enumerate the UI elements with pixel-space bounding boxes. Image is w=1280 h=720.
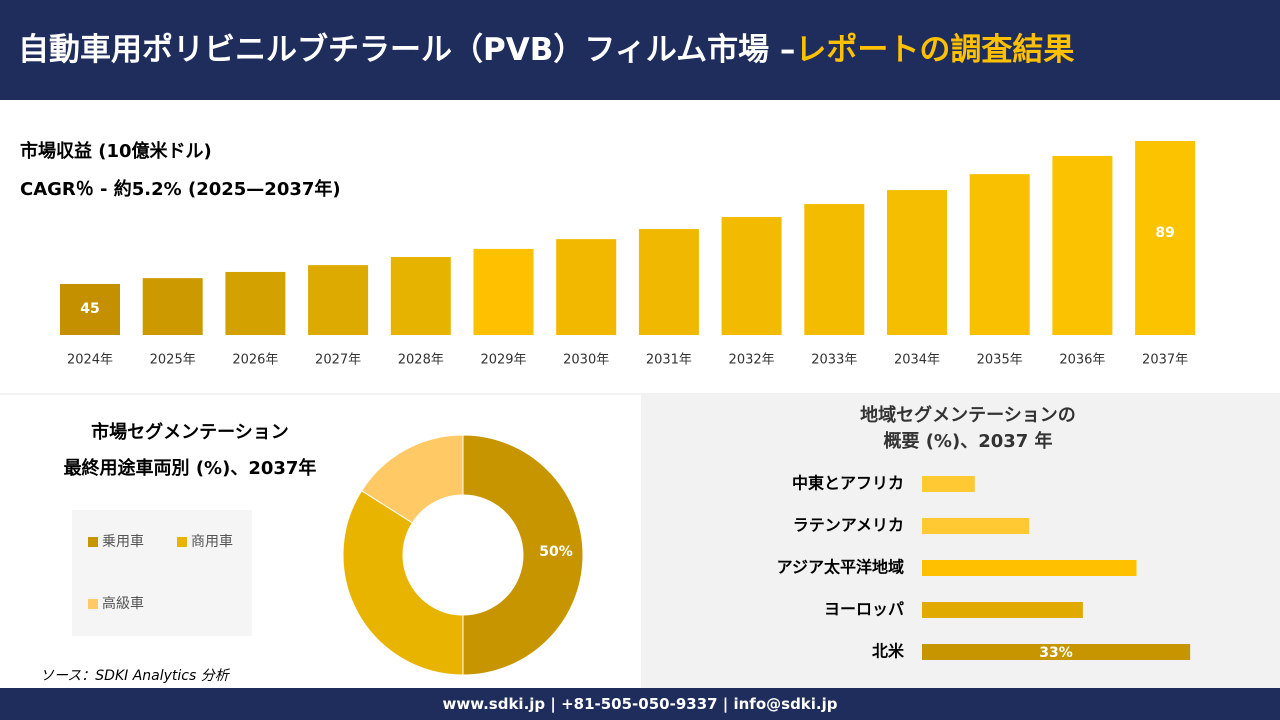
x-tick-label: 2024年 — [67, 353, 113, 368]
y-tick-label: 北米 — [872, 642, 905, 661]
x-tick-label: 2025年 — [150, 353, 196, 368]
bar — [804, 204, 865, 335]
legend-label: 商用車 — [191, 533, 233, 550]
bar — [473, 248, 534, 335]
x-tick-label: 2033年 — [811, 353, 857, 368]
title-highlight: レポートの調査結果 — [795, 32, 1075, 68]
legend-label: 高級車 — [102, 595, 144, 612]
bar — [390, 257, 451, 335]
data-label: 50% — [539, 544, 573, 560]
bar — [638, 229, 699, 335]
bar — [1052, 155, 1113, 335]
x-tick-label: 2027年 — [315, 353, 361, 368]
x-tick-label: 2034年 — [894, 353, 940, 368]
data-label: 33% — [1039, 645, 1073, 661]
footer: www.sdki.jp | +81-505-050-9337 | info@sd… — [0, 688, 1280, 720]
source: ソース：SDKI Analytics 分析 — [40, 668, 231, 684]
bar — [1135, 141, 1196, 335]
data-label: 89 — [1155, 225, 1174, 241]
chart-title: 市場セグメンテーション — [91, 421, 289, 443]
chart-subtitle: CAGR％ - 約5.2% (2025—2037年) — [20, 178, 341, 200]
x-tick-label: 2026年 — [232, 353, 278, 368]
chart-subtitle: 市場収益 (10億米ドル) — [20, 140, 212, 162]
chart-title: 最終用途車両別 (%)、2037年 — [64, 457, 317, 479]
x-tick-label: 2029年 — [480, 353, 526, 368]
bar — [887, 190, 947, 335]
x-tick-label: 2028年 — [398, 353, 444, 368]
bar — [922, 518, 1030, 534]
panel-bg — [641, 395, 1280, 688]
data-label: 45 — [80, 301, 99, 317]
donut-slice — [360, 434, 464, 524]
bar — [922, 476, 975, 492]
legend-swatch — [177, 537, 187, 547]
bar — [721, 217, 782, 335]
x-tick-label: 2035年 — [977, 353, 1023, 368]
legend-box — [72, 510, 252, 636]
y-tick-label: ヨーロッパ — [824, 600, 904, 619]
legend-swatch — [88, 599, 98, 609]
bar — [969, 174, 1030, 335]
chart-title: 概要 (%)、2037 年 — [883, 430, 1052, 452]
bar — [225, 271, 286, 335]
legend-label: 乗用車 — [102, 533, 144, 550]
bar — [308, 265, 369, 335]
x-tick-label: 2031年 — [646, 353, 692, 368]
x-tick-label: 2032年 — [729, 353, 775, 368]
donut-slice — [462, 434, 584, 676]
header: 自動車用ポリビニルブチラール（PVB）フィルム市場 –レポートの調査結果 — [0, 0, 1280, 100]
bar — [556, 239, 617, 335]
x-tick-label: 2036年 — [1059, 353, 1105, 368]
bar — [922, 560, 1137, 576]
x-tick-label: 2037年 — [1142, 353, 1188, 368]
title: 自動車用ポリビニルブチラール（PVB）フィルム市場 – — [18, 32, 796, 68]
bar — [142, 278, 203, 335]
y-tick-label: 中東とアフリカ — [792, 474, 904, 493]
x-tick-label: 2030年 — [563, 353, 609, 368]
bar — [60, 283, 120, 335]
bar — [922, 602, 1083, 618]
legend-swatch — [88, 537, 98, 547]
donut-slice — [342, 490, 464, 676]
bar — [922, 644, 1191, 660]
y-tick-label: アジア太平洋地域 — [777, 558, 904, 577]
y-tick-label: ラテンアメリカ — [793, 516, 904, 535]
chart-title: 地域セグメンテーションの — [860, 404, 1076, 426]
